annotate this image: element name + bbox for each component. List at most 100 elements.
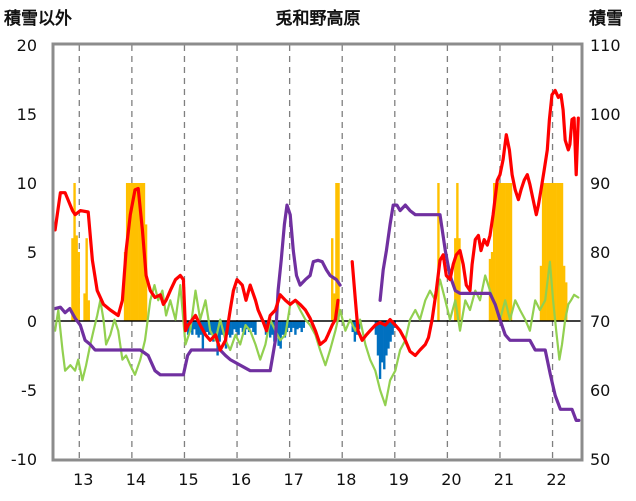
bar [333,293,336,321]
bar [385,321,388,356]
bar [75,235,78,321]
bar [499,183,502,321]
bar [546,183,549,321]
bar [454,238,457,321]
bar [505,183,509,321]
bar [387,321,390,349]
bar [283,321,287,338]
bar [287,321,291,328]
bar [292,321,295,328]
bar [458,238,461,321]
bar [87,300,90,321]
bar [492,183,496,321]
bar [134,183,137,321]
bar [214,321,217,335]
bar [212,321,215,342]
bar [237,321,240,335]
bar [541,183,545,321]
x-tick-label: 21 [494,470,514,489]
bar [277,321,280,346]
bar [335,183,338,321]
bar [302,321,306,328]
bar [337,183,340,321]
bar [191,321,194,335]
bar [389,321,392,342]
bar [548,183,551,321]
bar [552,183,555,321]
bar [83,293,86,321]
y-tick-label: -5 [21,381,37,400]
bar [201,321,205,349]
bar [539,265,543,321]
bar [195,321,198,335]
bar [138,183,141,321]
y-tick-label: 5 [27,243,37,262]
series-line [53,88,580,358]
chart-title: 兎和野高原 [276,8,361,29]
y-tick-label: 10 [17,174,37,193]
bar [268,321,272,338]
bar [271,321,274,335]
bar [73,183,76,321]
line-series [53,88,581,422]
bar [140,183,144,321]
y-tick-label: -10 [11,450,37,469]
bar [290,321,293,333]
y2-tick-label: 110 [590,36,621,55]
bar [556,183,560,321]
right-axis-label: 積雪 [589,8,623,29]
bar [391,321,394,335]
y-tick-label: 20 [17,36,37,55]
y2-tick-label: 90 [590,174,610,193]
bar [503,183,506,321]
y2-tick-label: 50 [590,450,610,469]
bar [376,321,380,356]
bar [507,183,511,321]
bar [543,183,547,321]
bar [197,321,200,338]
bar [136,183,139,321]
x-tick-label: 14 [126,470,146,489]
bar [501,183,504,321]
bar [71,238,74,321]
x-tick-label: 20 [441,470,461,489]
left-axis-label: 積雪以外 [4,8,72,29]
x-tick-label: 13 [73,470,93,489]
bar [383,321,386,370]
bar [374,321,378,335]
bar [205,321,209,333]
bar [85,238,88,321]
bar [239,321,242,328]
x-tick-label: 16 [231,470,251,489]
y-tick-label: 15 [17,105,37,124]
bar [241,321,245,333]
gridlines [78,45,554,459]
bar [77,252,80,321]
bar [254,321,257,335]
bar [235,321,238,333]
x-tick-label: 18 [336,470,356,489]
y2-tick-label: 80 [590,243,610,262]
bar [193,321,196,330]
plot-frame [51,42,584,462]
bar [300,321,303,333]
bar [380,321,384,363]
bar [250,321,253,328]
bar [222,321,226,335]
x-tick-label: 15 [178,470,198,489]
bar [132,183,135,321]
y2-tick-label: 100 [590,105,621,124]
x-tick-label: 19 [389,470,409,489]
bar [229,321,232,338]
bar [210,321,213,335]
bar [490,252,494,321]
bar [231,321,234,335]
bar [554,183,557,321]
bar [558,183,562,321]
bar [497,183,500,321]
bar [218,321,221,342]
y2-tick-label: 60 [590,381,610,400]
bar [281,321,284,335]
